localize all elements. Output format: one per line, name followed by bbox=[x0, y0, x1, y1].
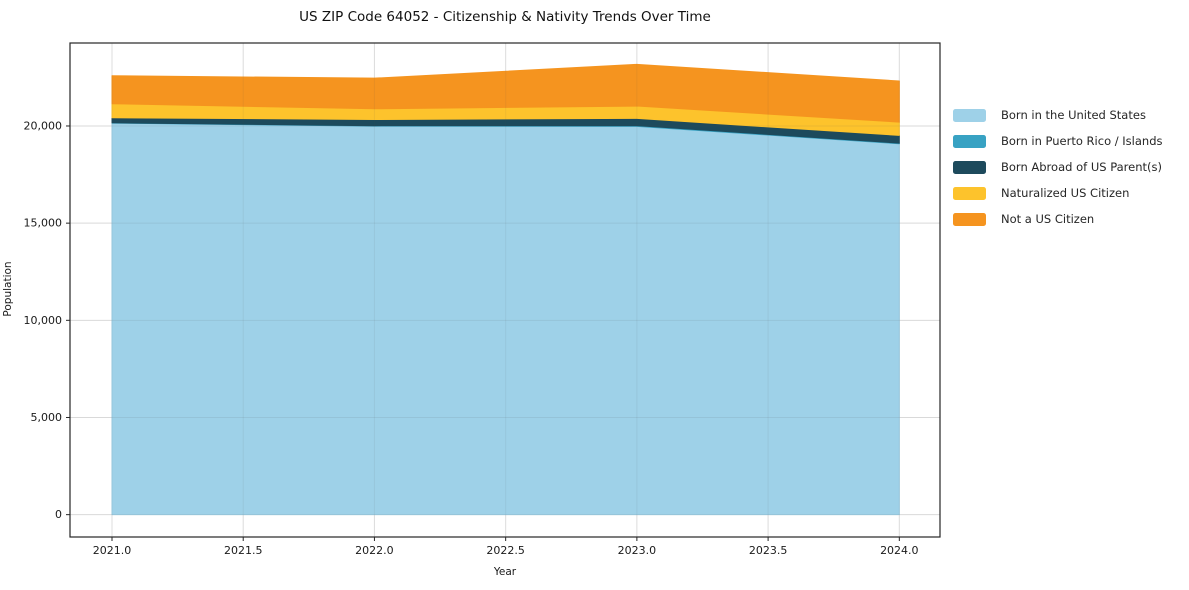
legend-label: Born Abroad of US Parent(s) bbox=[1001, 160, 1162, 174]
x-axis-label: Year bbox=[493, 566, 517, 578]
legend-item-naturalized-us-citizen: Naturalized US Citizen bbox=[953, 180, 1163, 206]
x-tick-label: 2021.0 bbox=[93, 544, 132, 557]
legend-label: Born in Puerto Rico / Islands bbox=[1001, 134, 1163, 148]
y-tick-label: 20,000 bbox=[24, 119, 63, 132]
legend-item-not-a-us-citizen: Not a US Citizen bbox=[953, 206, 1163, 232]
x-tick-label: 2022.5 bbox=[486, 544, 525, 557]
legend-swatch-not-a-us-citizen bbox=[953, 212, 986, 226]
chart-title: US ZIP Code 64052 - Citizenship & Nativi… bbox=[299, 9, 711, 25]
x-tick-label: 2022.0 bbox=[355, 544, 394, 557]
y-tick-label: 5,000 bbox=[31, 411, 63, 424]
legend-label: Not a US Citizen bbox=[1001, 212, 1095, 226]
x-tick-label: 2023.5 bbox=[749, 544, 788, 557]
y-tick-label: 0 bbox=[55, 508, 62, 521]
legend-swatch-born-in-puerto-rico-islands bbox=[953, 134, 986, 148]
legend-label: Naturalized US Citizen bbox=[1001, 186, 1130, 200]
legend-swatch-born-abroad-of-us-parent-s bbox=[953, 160, 986, 174]
x-tick-label: 2024.0 bbox=[880, 544, 919, 557]
y-axis-label: Population bbox=[2, 261, 14, 317]
x-tick-label: 2021.5 bbox=[224, 544, 263, 557]
y-tick-label: 10,000 bbox=[24, 314, 63, 327]
legend-swatch-born-in-the-united-states bbox=[953, 108, 986, 122]
legend: Born in the United States Born in Puerto … bbox=[953, 102, 1163, 232]
area-not-a-us-citizen bbox=[111, 63, 900, 123]
axes-box bbox=[69, 42, 941, 538]
legend-item-born-abroad-of-us-parent-s: Born Abroad of US Parent(s) bbox=[953, 154, 1163, 180]
legend-item-born-in-puerto-rico-islands: Born in Puerto Rico / Islands bbox=[953, 128, 1163, 154]
y-tick-label: 15,000 bbox=[24, 217, 63, 230]
legend-swatch-naturalized-us-citizen bbox=[953, 186, 986, 200]
legend-label: Born in the United States bbox=[1001, 108, 1146, 122]
x-tick-label: 2023.0 bbox=[618, 544, 657, 557]
legend-item-born-in-the-united-states: Born in the United States bbox=[953, 102, 1163, 128]
